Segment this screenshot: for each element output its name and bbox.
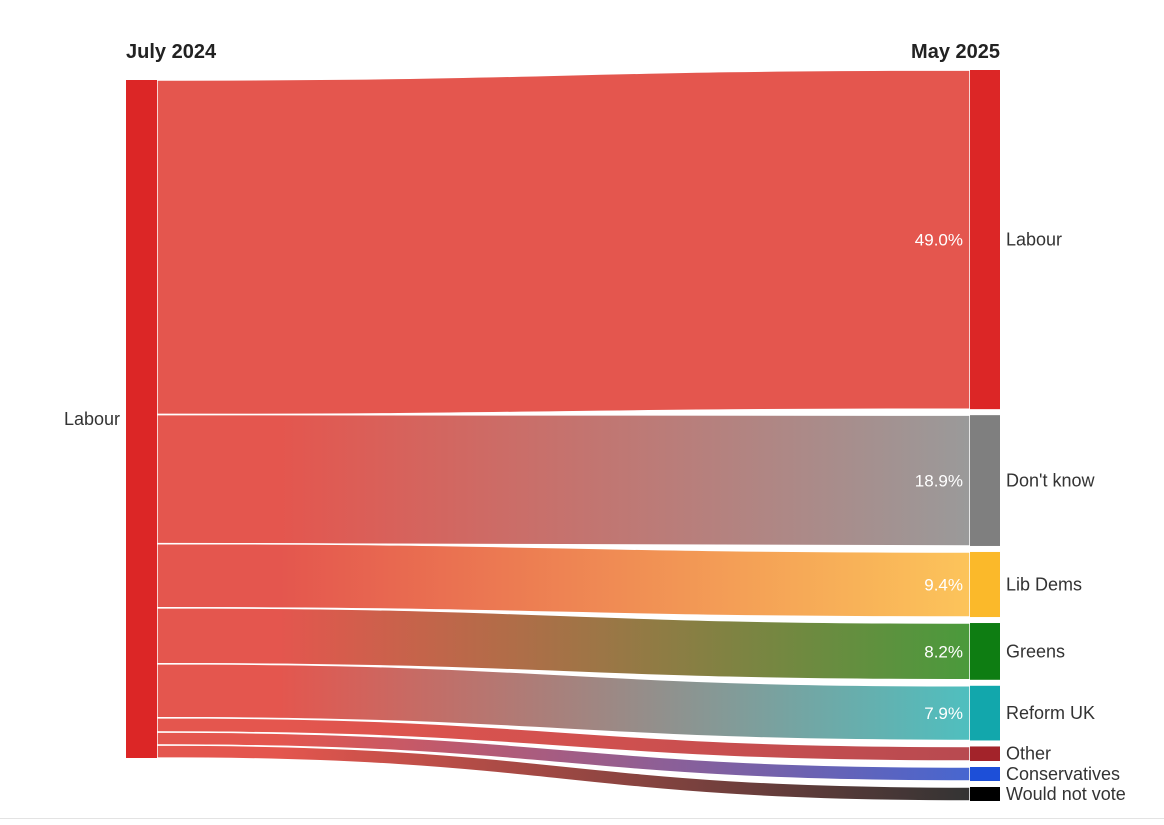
source-node-labour [126,80,157,758]
target-label-lib-dems: Lib Dems [1006,574,1082,594]
labels-group: Labour Labour 49.0% Don't know 18.9% Lib Dems… [64,230,1126,804]
value-label-reform-uk: 7.9% [924,704,963,723]
flow-labour [156,69,971,416]
target-label-labour: Labour [1006,230,1062,250]
source-label: Labour [64,409,120,429]
target-node-greens [970,623,1000,680]
target-node-reform-uk [970,685,1000,741]
target-label-other: Other [1006,744,1051,764]
target-label-reform-uk: Reform UK [1006,703,1095,723]
value-label-lib-dems: 9.4% [924,575,963,594]
value-label-labour: 49.0% [915,231,963,250]
target-label-would-not-vote: Would not vote [1006,784,1126,804]
target-label-greens: Greens [1006,641,1065,661]
source-column-title: July 2024 [126,41,217,63]
value-label-greens: 8.2% [924,642,963,661]
flow-lib-dems [156,542,971,618]
target-node-other [970,746,1000,761]
target-node-don-t-know [970,415,1000,546]
flow-reform-uk [156,663,971,742]
value-label-don-t-know: 18.9% [915,472,963,491]
flow-don-t-know [156,413,971,547]
target-label-conservatives: Conservatives [1006,764,1120,784]
target-node-conservatives [970,767,1000,781]
nodes-group [126,70,1000,801]
target-node-would-not-vote [970,787,1000,801]
flows-group [156,69,971,802]
target-column-title: May 2025 [911,41,1000,63]
bottom-divider [0,818,1164,819]
target-node-lib-dems [970,551,1000,618]
target-label-don-t-know: Don't know [1006,471,1095,491]
target-node-labour [970,70,1000,410]
